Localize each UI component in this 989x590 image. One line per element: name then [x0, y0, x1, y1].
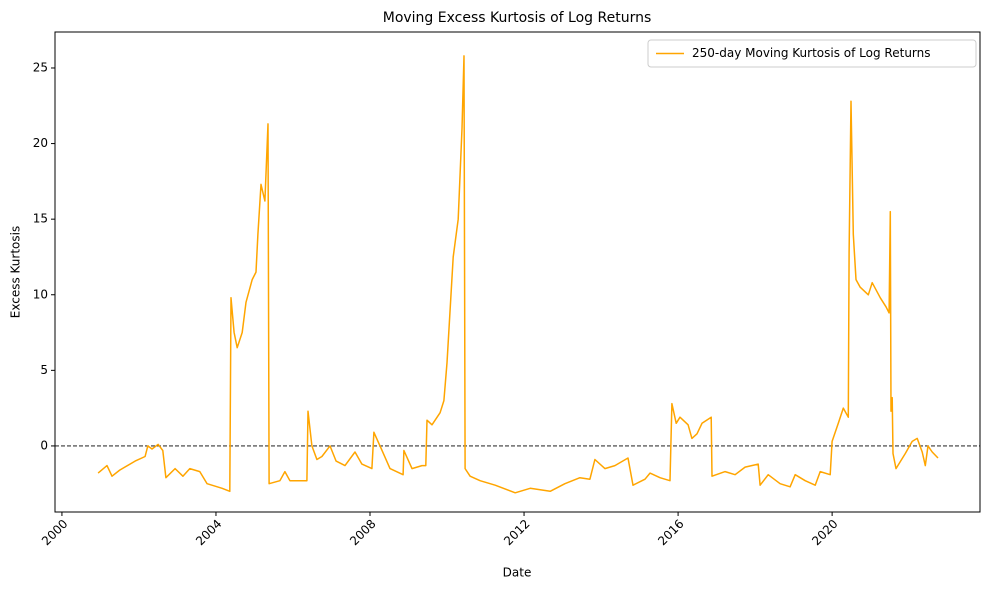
y-tick-label: 10	[33, 287, 48, 301]
legend-box	[647, 39, 977, 68]
x-tick-label: 2016	[655, 517, 686, 548]
line-series	[97, 55, 939, 494]
x-tick-label: 2000	[39, 517, 70, 548]
x-axis-label: Date	[503, 566, 532, 580]
y-axis-label: Excess Kurtosis	[9, 226, 23, 318]
y-tick-label: 0	[40, 438, 48, 452]
x-tick-label: 2008	[347, 517, 378, 548]
y-tick-label: 15	[33, 212, 48, 226]
chart-title: Moving Excess Kurtosis of Log Returns	[383, 10, 652, 26]
x-tick-label: 2012	[501, 517, 532, 548]
x-tick-label: 2004	[193, 517, 224, 548]
y-tick-label: 25	[33, 60, 48, 74]
y-tick-label: 20	[33, 136, 48, 150]
y-tick-label: 5	[40, 363, 48, 377]
x-tick-label: 2020	[809, 517, 840, 548]
legend-label: 250-day Moving Kurtosis of Log Returns	[692, 46, 931, 60]
plot-area	[54, 31, 981, 513]
